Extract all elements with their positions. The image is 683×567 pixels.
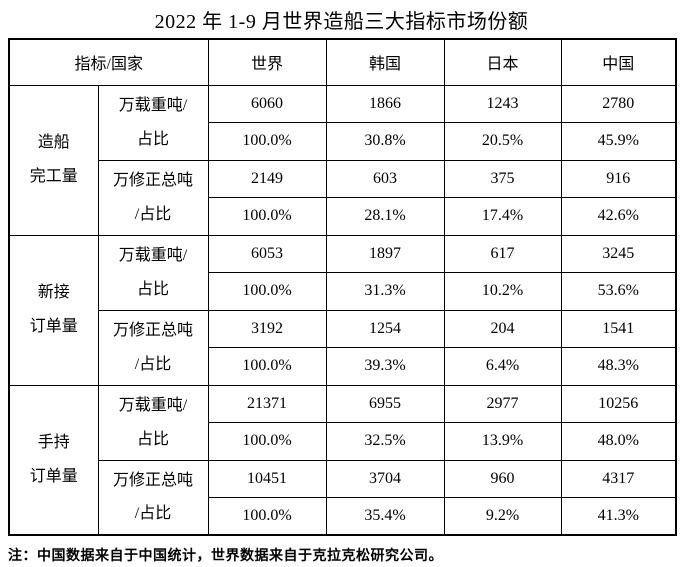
data-cell: 45.9% bbox=[560, 122, 677, 161]
metric-label-cgt: 万修正总吨 /占比 bbox=[97, 459, 209, 536]
data-cell: 42.6% bbox=[560, 197, 677, 236]
group-label-new-orders: 新接 订单量 bbox=[8, 234, 99, 386]
metric-label-cgt: 万修正总吨 /占比 bbox=[97, 309, 209, 386]
data-cell: 100.0% bbox=[207, 272, 327, 311]
data-cell: 2780 bbox=[560, 84, 677, 123]
table-row: 100.0% 32.5% 13.9% 48.0% bbox=[9, 422, 677, 461]
header-china: 中国 bbox=[560, 38, 677, 86]
table-row: 万修正总吨 /占比 10451 3704 960 4317 bbox=[9, 459, 677, 536]
data-cell: 6060 bbox=[207, 84, 327, 123]
table-row: 100.0% 39.3% 6.4% 48.3% bbox=[9, 347, 677, 386]
data-cell: 6.4% bbox=[443, 347, 562, 386]
data-cell: 13.9% bbox=[443, 422, 562, 461]
data-cell: 100.0% bbox=[207, 122, 327, 161]
data-cell: 21371 bbox=[207, 384, 327, 423]
data-cell: 100.0% bbox=[207, 497, 327, 536]
data-cell: 10451 bbox=[207, 459, 327, 498]
data-cell: 10.2% bbox=[443, 272, 562, 311]
data-cell: 1541 bbox=[560, 309, 677, 348]
source-note: 注：中国数据来自于中国统计，世界数据来自于克拉克松研究公司。 bbox=[8, 547, 443, 563]
data-cell: 39.3% bbox=[325, 347, 445, 386]
group-label-order-backlog: 手持 订单量 bbox=[8, 384, 99, 536]
table-row: 万修正总吨 /占比 2149 603 375 916 bbox=[9, 159, 677, 236]
table-row: 万修正总吨 /占比 3192 1254 204 1541 bbox=[9, 309, 677, 386]
data-cell: 100.0% bbox=[207, 422, 327, 461]
data-cell: 916 bbox=[560, 159, 677, 198]
data-cell: 1243 bbox=[443, 84, 562, 123]
metric-label-dwt: 万载重吨/ 占比 bbox=[97, 384, 209, 461]
data-cell: 35.4% bbox=[325, 497, 445, 536]
data-cell: 48.0% bbox=[560, 422, 677, 461]
data-cell: 20.5% bbox=[443, 122, 562, 161]
data-cell: 4317 bbox=[560, 459, 677, 498]
table-row: 手持 订单量 万载重吨/ 占比 21371 6955 2977 10256 bbox=[8, 384, 677, 536]
data-cell: 31.3% bbox=[325, 272, 445, 311]
metric-label-cgt: 万修正总吨 /占比 bbox=[97, 159, 209, 236]
table-row: 100.0% 31.3% 10.2% 53.6% bbox=[9, 272, 677, 311]
data-cell: 603 bbox=[325, 159, 445, 198]
data-cell: 41.3% bbox=[560, 497, 677, 536]
data-cell: 100.0% bbox=[207, 197, 327, 236]
header-korea: 韩国 bbox=[325, 38, 445, 86]
table-row: 新接 订单量 万载重吨/ 占比 6053 1897 617 3245 bbox=[8, 234, 677, 386]
data-cell: 10256 bbox=[560, 384, 677, 423]
data-cell: 2149 bbox=[207, 159, 327, 198]
market-share-table: 指标/国家 世界 韩国 日本 中国 造船 完工量 万载重吨/ 占比 6060 1… bbox=[8, 38, 678, 536]
data-cell: 3704 bbox=[325, 459, 445, 498]
data-cell: 48.3% bbox=[560, 347, 677, 386]
table-header-row: 指标/国家 世界 韩国 日本 中国 bbox=[8, 38, 677, 86]
data-cell: 6955 bbox=[325, 384, 445, 423]
data-cell: 6053 bbox=[207, 234, 327, 273]
data-cell: 3245 bbox=[560, 234, 677, 273]
data-cell: 617 bbox=[443, 234, 562, 273]
data-cell: 1897 bbox=[325, 234, 445, 273]
data-cell: 30.8% bbox=[325, 122, 445, 161]
data-cell: 17.4% bbox=[443, 197, 562, 236]
metric-label-dwt: 万载重吨/ 占比 bbox=[97, 84, 209, 161]
data-cell: 960 bbox=[443, 459, 562, 498]
page-title: 2022 年 1-9 月世界造船三大指标市场份额 bbox=[154, 10, 529, 33]
data-cell: 28.1% bbox=[325, 197, 445, 236]
metric-label-dwt: 万载重吨/ 占比 bbox=[97, 234, 209, 311]
data-cell: 204 bbox=[443, 309, 562, 348]
table-row: 100.0% 28.1% 17.4% 42.6% bbox=[9, 197, 677, 236]
table-row: 100.0% 30.8% 20.5% 45.9% bbox=[9, 122, 677, 161]
header-japan: 日本 bbox=[443, 38, 562, 86]
data-cell: 375 bbox=[443, 159, 562, 198]
data-cell: 1254 bbox=[325, 309, 445, 348]
data-cell: 9.2% bbox=[443, 497, 562, 536]
header-world: 世界 bbox=[207, 38, 327, 86]
group-label-completions: 造船 完工量 bbox=[8, 84, 99, 236]
header-indicator-country: 指标/国家 bbox=[8, 38, 209, 86]
data-cell: 53.6% bbox=[560, 272, 677, 311]
table-row: 造船 完工量 万载重吨/ 占比 6060 1866 1243 2780 bbox=[8, 84, 677, 236]
data-cell: 1866 bbox=[325, 84, 445, 123]
data-cell: 100.0% bbox=[207, 347, 327, 386]
table-row: 100.0% 35.4% 9.2% 41.3% bbox=[9, 497, 677, 536]
data-cell: 3192 bbox=[207, 309, 327, 348]
data-cell: 2977 bbox=[443, 384, 562, 423]
data-cell: 32.5% bbox=[325, 422, 445, 461]
